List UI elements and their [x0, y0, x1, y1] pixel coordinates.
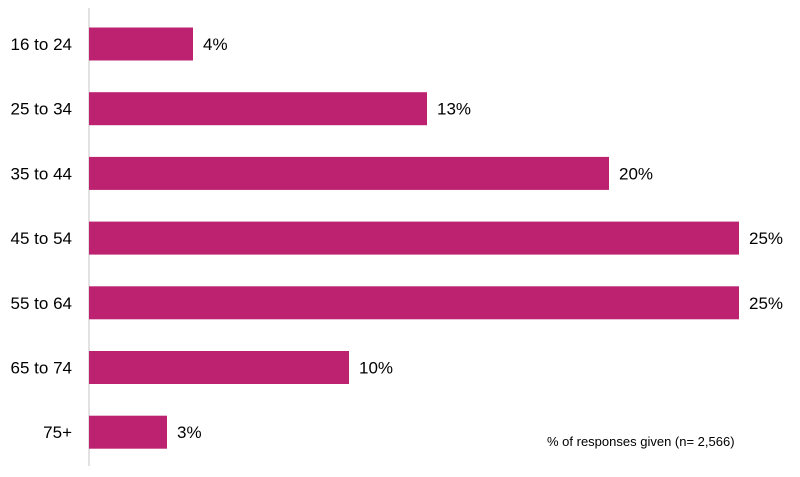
value-label-6: 3% — [177, 423, 202, 442]
value-label-0: 4% — [203, 35, 228, 54]
category-label-3: 45 to 54 — [11, 229, 72, 248]
bar-2 — [89, 156, 609, 190]
value-label-2: 20% — [619, 164, 653, 183]
category-label-6: 75+ — [43, 423, 72, 442]
sample-size-annotation: % of responses given (n= 2,566) — [547, 434, 735, 449]
bar-4 — [89, 286, 739, 320]
category-label-1: 25 to 34 — [11, 100, 72, 119]
bar-3 — [89, 221, 739, 255]
bar-0 — [89, 27, 193, 61]
value-label-1: 13% — [437, 100, 471, 119]
category-label-2: 35 to 44 — [11, 164, 72, 183]
category-label-4: 55 to 64 — [11, 294, 72, 313]
value-labels-group: 4% 13% 20% 25% 25% 10% 3% — [177, 35, 783, 442]
category-label-0: 16 to 24 — [11, 35, 72, 54]
bar-6 — [89, 415, 167, 449]
bars-group — [89, 27, 739, 449]
value-label-4: 25% — [749, 294, 783, 313]
category-labels-group: 16 to 24 25 to 34 35 to 44 45 to 54 55 to 64… — [11, 35, 73, 442]
bar-1 — [89, 92, 427, 126]
bar-5 — [89, 351, 349, 384]
category-label-5: 65 to 74 — [11, 359, 72, 378]
value-label-5: 10% — [359, 359, 393, 378]
value-label-3: 25% — [749, 229, 783, 248]
